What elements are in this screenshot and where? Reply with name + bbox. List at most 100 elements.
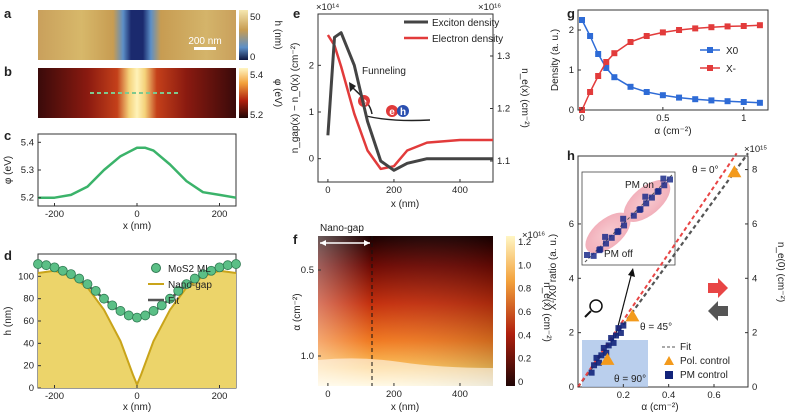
f-ytick-0: 0.5 <box>301 265 314 276</box>
inset-pm-point <box>636 206 643 213</box>
e-xlabel: x (nm) <box>391 199 419 210</box>
d-mos2-point <box>165 293 175 304</box>
g-ytick-0: 2 <box>569 25 574 36</box>
h-pm-point <box>591 362 598 369</box>
g-X--point <box>603 59 610 65</box>
inset-pm-point <box>661 182 668 189</box>
d-mos2-point <box>57 265 68 276</box>
f-ytick-1: 1.0 <box>301 351 314 362</box>
f-cbar-tick-0: 1.2 <box>518 237 531 248</box>
g-X0-point <box>603 65 610 71</box>
c-ylabel: φ (eV) <box>3 156 14 184</box>
f-cbar-tick-6: 0 <box>518 377 523 388</box>
d-mos2-point <box>82 279 93 290</box>
scale-bar <box>194 47 216 50</box>
f-cbar-tick-3: 0.6 <box>518 307 531 318</box>
pm-off-label: PM off <box>604 249 633 260</box>
inset-pm-points <box>584 175 673 259</box>
g-ytick-1: 1 <box>569 65 574 76</box>
g-X0-point <box>676 94 683 101</box>
exciton-hole-badge <box>397 105 409 117</box>
g-X--point <box>756 22 763 29</box>
g-X0-point <box>627 83 634 90</box>
d-mos2-point <box>222 260 233 271</box>
exciton-electron-label: e <box>389 107 395 118</box>
e-left-exponent: ×10¹⁴ <box>316 2 339 13</box>
g-ylabel: Density (a. u.) <box>550 29 561 91</box>
e-exciton-line <box>326 31 493 172</box>
e-xtick-2: 400 <box>452 185 468 196</box>
d-mos2-point <box>214 262 225 273</box>
cbar-a-label: h (nm) <box>272 21 283 50</box>
g-X0-point <box>595 51 602 57</box>
d-mos2-point <box>132 312 142 323</box>
h-ytick-right-2: 4 <box>752 273 757 284</box>
d-mos2-point <box>115 306 126 316</box>
g-X--point <box>676 27 683 33</box>
d-mos2-point <box>107 300 118 311</box>
h-pm-point <box>620 322 627 329</box>
legend-pm-swatch <box>665 371 673 379</box>
theta-45-label: θ = 45° <box>640 322 672 333</box>
inset-pm-point <box>660 175 667 182</box>
legend-pol-swatch <box>664 356 674 365</box>
funneling-label: Funneling <box>362 66 406 77</box>
axes-frame-e <box>317 13 494 183</box>
f-cbar-tick-2: 0.8 <box>518 284 531 295</box>
d-mos2-point <box>99 293 109 304</box>
f-xlabel: x (nm) <box>391 402 419 413</box>
colorbar-electron-density <box>506 236 515 386</box>
d-xtick-0: -200 <box>45 391 64 402</box>
d-mos2-point <box>74 273 85 284</box>
d-xtick-1: 0 <box>134 391 139 402</box>
c-xtick-2: 200 <box>212 209 228 220</box>
e-ytick-right-0: 1.3 <box>497 51 510 62</box>
legend-pm-label: PM control <box>680 370 728 381</box>
g-X0-point <box>659 92 666 99</box>
legend-electron-label: Electron density <box>432 34 503 45</box>
h-fit-line-gray <box>577 152 749 388</box>
d-ytick-5: 0 <box>29 383 34 394</box>
g-X--point <box>724 23 731 30</box>
h-pol-point <box>727 165 742 178</box>
h-pm-point <box>588 369 595 376</box>
cbar-b-tick-min: 5.2 <box>250 110 263 121</box>
h-pm-point <box>600 344 607 351</box>
inset-pm-point <box>620 215 627 222</box>
h-pm-point <box>615 325 622 332</box>
d-ytick-4: 20 <box>23 361 34 372</box>
d-mos2-point <box>189 273 200 284</box>
legend-xminus-label: X- <box>726 64 736 75</box>
inset-pm-point <box>630 212 637 219</box>
e-ytick-left-2: 0 <box>309 154 314 165</box>
g-xtick-1: 0.5 <box>656 113 669 124</box>
inset-pm-point <box>608 234 615 241</box>
h-ytick-right-1: 6 <box>752 219 757 230</box>
e-xtick-1: 200 <box>386 185 402 196</box>
f-cbar-tick-1: 1.0 <box>518 260 531 271</box>
f-xtick-0: 0 <box>325 389 330 400</box>
g-X0-point <box>643 89 650 95</box>
exciton-hole-label: h <box>400 107 406 118</box>
e-ylabel-right: n_e(x) (cm⁻²) <box>519 68 530 128</box>
theta-90-label: θ = 90° <box>614 374 646 385</box>
panel-label-g: g <box>567 6 575 21</box>
d-mos2-point <box>198 269 208 280</box>
legend-exciton-label: Exciton density <box>432 18 499 29</box>
panel-label-h: h <box>567 148 575 163</box>
cbar-b-label: φ (eV) <box>272 79 283 107</box>
panel-a: a 200 nm 50 0 h (nm) <box>4 6 283 63</box>
right-arrow-icon <box>708 278 728 298</box>
h-pol-point <box>600 352 615 365</box>
f-cbar-exponent: ×10¹⁶ <box>522 230 545 241</box>
g-X--point <box>627 39 634 45</box>
nano-gap-arrow-left <box>320 240 326 246</box>
h-ytick-right-0: 8 <box>752 165 757 176</box>
g-X--point <box>740 23 747 29</box>
d-xtick-2: 200 <box>212 391 228 402</box>
zoom-arrowhead <box>628 268 635 277</box>
h-xtick-1: 0.4 <box>662 390 675 401</box>
h-pm-point <box>613 332 620 339</box>
panel-label-b: b <box>4 64 12 79</box>
